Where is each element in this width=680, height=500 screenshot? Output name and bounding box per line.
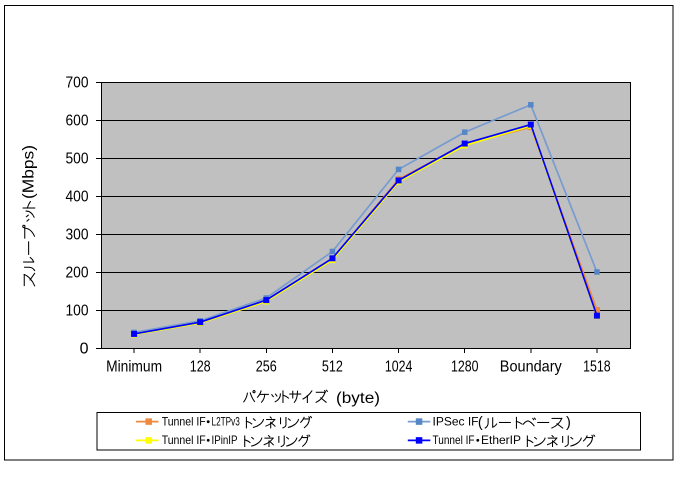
svg-text:(Mbps): (Mbps) [20, 145, 37, 199]
svg-text:Minimum: Minimum [106, 359, 162, 376]
svg-text:IPinIP: IPinIP [212, 433, 238, 447]
svg-text:500: 500 [66, 151, 89, 168]
svg-text:400: 400 [66, 189, 89, 206]
svg-text:Tunnel IF: Tunnel IF [162, 415, 206, 429]
svg-text:100: 100 [66, 303, 89, 320]
svg-text:128: 128 [190, 359, 211, 376]
svg-text:Boundary: Boundary [500, 359, 562, 376]
svg-text:1024: 1024 [385, 359, 413, 376]
svg-text:0: 0 [80, 341, 89, 358]
svg-text:300: 300 [66, 227, 89, 244]
svg-text:Tunnel IF: Tunnel IF [162, 433, 206, 447]
svg-text:EtherIP: EtherIP [481, 433, 521, 447]
svg-text:600: 600 [66, 113, 89, 130]
svg-text:1280: 1280 [451, 359, 479, 376]
svg-text:IPSec IF: IPSec IF [433, 415, 479, 429]
svg-text:1518: 1518 [583, 359, 611, 376]
svg-text:L2TPv3: L2TPv3 [212, 415, 241, 429]
svg-text:200: 200 [66, 265, 89, 282]
svg-text:256: 256 [256, 359, 277, 376]
svg-text:700: 700 [66, 75, 89, 92]
svg-text:(byte): (byte) [336, 390, 380, 407]
svg-text:Tunnel IF: Tunnel IF [433, 433, 475, 447]
svg-text:): ) [566, 415, 571, 431]
svg-text:512: 512 [322, 359, 343, 376]
svg-text:(: ( [478, 415, 483, 431]
